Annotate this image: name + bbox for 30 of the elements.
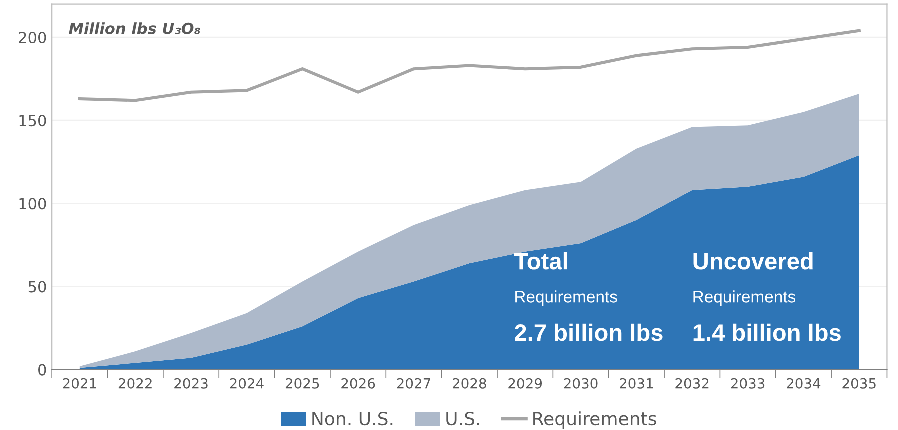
x-tick-label: 2024 — [230, 378, 264, 389]
x-tick-label: 2030 — [564, 378, 598, 389]
annotation: 1.4 billion lbs — [694, 324, 841, 342]
legend-label: U.S. — [446, 412, 480, 426]
annotation: Requirements — [694, 290, 796, 306]
y-tick-label: 0 — [38, 364, 46, 376]
x-tick-label: 2021 — [63, 378, 96, 389]
x-tick-label: 2025 — [286, 378, 320, 389]
y-tick-label: 100 — [20, 198, 46, 210]
annotation: 2.7 billion lbs — [515, 324, 663, 342]
x-tick-label: 2023 — [174, 378, 208, 389]
x-tick-label: 2033 — [731, 378, 765, 389]
x-tick-label: 2029 — [508, 378, 542, 389]
y-axis-title: Million lbs U₃O₈ — [69, 22, 200, 34]
legend-label: Requirements — [534, 412, 656, 430]
annotation: Total — [514, 252, 568, 270]
x-tick-label: 2027 — [397, 378, 430, 389]
annotation: Uncovered — [694, 252, 813, 270]
legend-label: Non. U.S. — [312, 412, 393, 426]
y-tick-label: 200 — [19, 32, 46, 44]
x-tick-label: 2022 — [118, 378, 152, 389]
x-tick-label: 2031 — [620, 378, 654, 389]
annotation: Requirements — [516, 290, 618, 306]
y-tick-label: 150 — [20, 115, 46, 127]
x-tick-label: 2028 — [453, 378, 486, 389]
x-tick-label: 2032 — [676, 378, 709, 389]
x-tick-label: 2034 — [787, 378, 821, 389]
x-tick-label: 2035 — [842, 378, 876, 389]
x-tick-label: 2026 — [342, 378, 376, 389]
y-tick-label: 50 — [28, 281, 46, 293]
